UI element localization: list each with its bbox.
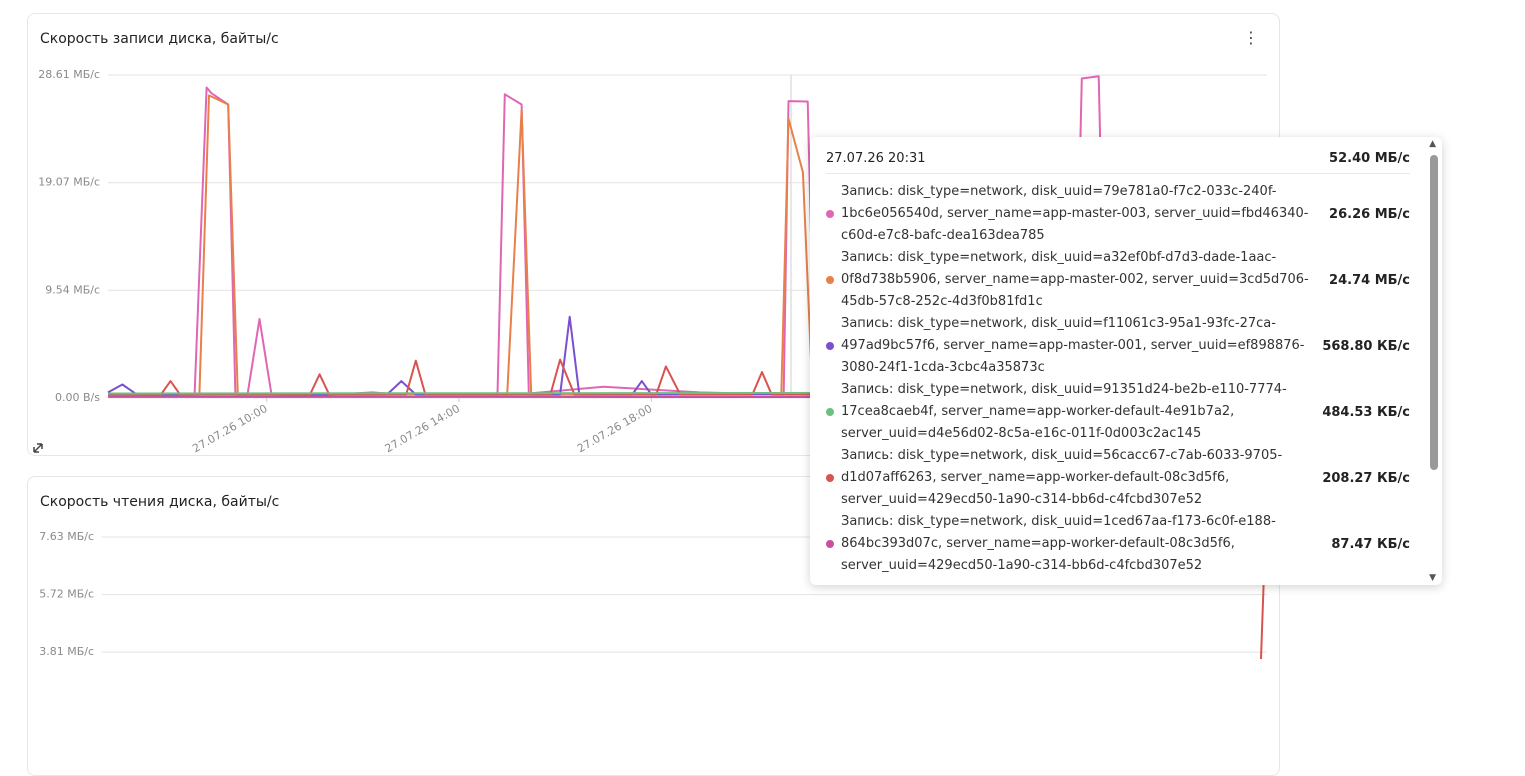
entry-label: Запись: disk_type=network, disk_uuid=79e… xyxy=(841,181,1321,247)
tooltip-entry: Запись: disk_type=network, disk_uuid=a32… xyxy=(826,247,1410,313)
entry-value: 87.47 КБ/с xyxy=(1321,537,1410,552)
y-tick-label: 19.07 МБ/с xyxy=(38,176,100,189)
x-tick-label: 27.07.26 10:00 xyxy=(190,402,269,455)
tooltip-entry: Запись: disk_type=network, disk_uuid=79e… xyxy=(826,181,1410,247)
entry-value: 568.80 КБ/с xyxy=(1321,339,1410,354)
tooltip-list: Запись: disk_type=network, disk_uuid=79e… xyxy=(826,181,1410,577)
entry-label: Запись: disk_type=network, disk_uuid=f11… xyxy=(841,313,1321,379)
page: 28.61 МБ/с 19.07 МБ/с 9.54 МБ/с 0.00 B/s 27.… xyxy=(0,0,1525,658)
x-tick-label: 27.07.26 14:00 xyxy=(383,402,462,455)
tooltip: 27.07.26 20:31 52.40 МБ/с Запись: disk_t… xyxy=(810,137,1442,585)
panel-title: Скорость чтения диска, байты/с xyxy=(40,494,279,510)
y-tick-label: 7.63 МБ/с xyxy=(39,530,94,543)
panel-menu[interactable]: ⋮ xyxy=(1243,28,1259,47)
tooltip-entry: Запись: disk_type=network, disk_uuid=56c… xyxy=(826,445,1410,511)
entry-label: Запись: disk_type=network, disk_uuid=913… xyxy=(841,379,1321,445)
tooltip-entry: Запись: disk_type=network, disk_uuid=f11… xyxy=(826,313,1410,379)
entry-label: Запись: disk_type=network, disk_uuid=a32… xyxy=(841,247,1321,313)
scroll-up[interactable]: ▲ xyxy=(1429,139,1436,149)
y-tick-label: 28.61 МБ/с xyxy=(38,68,100,81)
scroll-down[interactable]: ▼ xyxy=(1429,573,1436,583)
panel-title: Скорость записи диска, байты/с xyxy=(40,31,279,47)
y-tick-label: 0.00 B/s xyxy=(55,391,100,404)
series-dot xyxy=(826,210,834,218)
tooltip-entry: Запись: disk_type=network, disk_uuid=913… xyxy=(826,379,1410,445)
expand-icon[interactable] xyxy=(34,444,42,452)
tooltip-time: 27.07.26 20:31 xyxy=(826,151,926,173)
entry-value: 24.74 МБ/с xyxy=(1321,273,1410,288)
series-dot xyxy=(826,540,834,548)
entry-value: 208.27 КБ/с xyxy=(1321,471,1410,486)
entry-label: Запись: disk_type=network, disk_uuid=56c… xyxy=(841,445,1321,511)
entry-label: Запись: disk_type=network, disk_uuid=1ce… xyxy=(841,511,1321,577)
tooltip-header: 27.07.26 20:31 52.40 МБ/с xyxy=(826,151,1410,174)
series-dot xyxy=(826,408,834,416)
series-dot xyxy=(826,342,834,350)
tooltip-total: 52.40 МБ/с xyxy=(1329,151,1410,173)
y-tick-label: 3.81 МБ/с xyxy=(39,645,94,658)
series-dot xyxy=(826,276,834,284)
entry-value: 484.53 КБ/с xyxy=(1321,405,1410,420)
x-tick-label: 27.07.26 18:00 xyxy=(575,402,654,455)
series-dot xyxy=(826,474,834,482)
tooltip-entry: Запись: disk_type=network, disk_uuid=1ce… xyxy=(826,511,1410,577)
y-tick-label: 9.54 МБ/с xyxy=(45,283,100,296)
scrollbar[interactable] xyxy=(1430,155,1438,470)
y-tick-label: 5.72 МБ/с xyxy=(39,588,94,601)
entry-value: 26.26 МБ/с xyxy=(1321,207,1410,222)
